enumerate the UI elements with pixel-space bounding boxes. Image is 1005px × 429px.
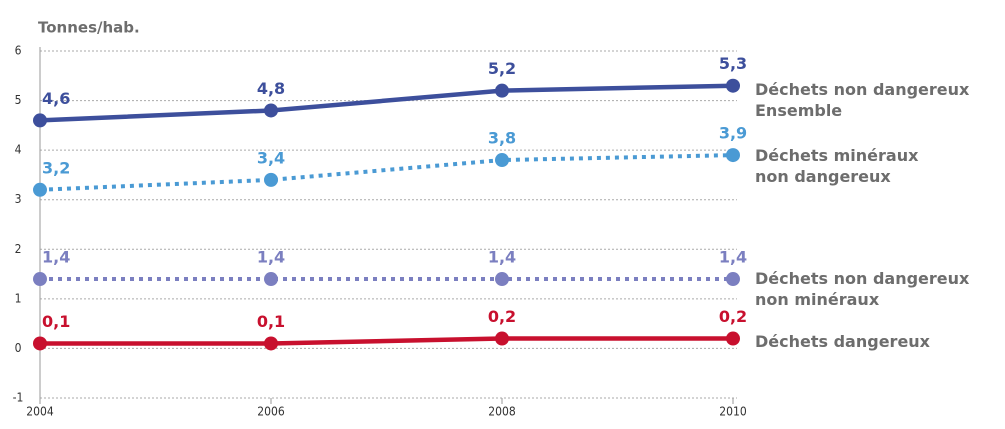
- data-label: 0,2: [719, 307, 747, 326]
- x-tick-label: 2004: [26, 405, 54, 419]
- data-point: [33, 182, 47, 197]
- legend-entry: Déchets dangereux: [755, 332, 930, 351]
- data-label: 1,4: [257, 248, 285, 267]
- data-point: [495, 153, 509, 168]
- x-tick-label: 2010: [719, 405, 747, 419]
- data-label: 5,3: [719, 54, 747, 73]
- y-tick-label: 5: [15, 93, 22, 107]
- y-tick-label: -1: [13, 391, 24, 405]
- data-label: 3,8: [488, 129, 516, 148]
- x-tick-label: 2006: [257, 405, 285, 419]
- data-point: [495, 331, 509, 346]
- series-line: [39, 153, 734, 192]
- data-point: [726, 148, 740, 163]
- data-label: 1,4: [719, 248, 747, 267]
- data-point: [264, 103, 278, 118]
- data-point: [726, 331, 740, 346]
- legend-entry: Déchets non dangereux Ensemble: [755, 80, 970, 120]
- y-axis-label: Tonnes/hab.: [38, 19, 140, 37]
- y-tick-label: 2: [15, 242, 22, 256]
- y-tick-label: 4: [15, 143, 22, 157]
- data-label: 3,9: [719, 124, 747, 143]
- y-tick-label: 0: [15, 341, 22, 355]
- data-label: 3,2: [42, 158, 70, 177]
- y-tick-label: 3: [15, 192, 22, 206]
- data-point: [495, 83, 509, 98]
- legend-entry: Déchets non dangereux non minéraux: [755, 269, 970, 309]
- data-point: [726, 78, 740, 93]
- data-point: [33, 336, 47, 351]
- series-line: [40, 336, 733, 346]
- y-tick-label: 1: [15, 291, 22, 305]
- data-point: [33, 272, 47, 287]
- legend-entry: Déchets minéraux non dangereux: [755, 146, 919, 186]
- data-label: 4,6: [42, 89, 70, 108]
- data-point: [33, 113, 47, 128]
- x-tick-label: 2008: [488, 405, 516, 419]
- data-label: 1,4: [488, 248, 516, 267]
- data-label: 0,2: [488, 307, 516, 326]
- series-line: [39, 83, 734, 123]
- data-point: [495, 272, 509, 287]
- data-label: 0,1: [42, 312, 70, 331]
- data-label: 4,8: [257, 79, 285, 98]
- data-label: 1,4: [42, 248, 70, 267]
- data-point: [726, 272, 740, 287]
- data-label: 3,4: [257, 148, 285, 167]
- data-label: 5,2: [488, 59, 516, 78]
- data-point: [264, 336, 278, 351]
- data-label: 0,1: [257, 312, 285, 331]
- data-point: [264, 172, 278, 187]
- y-tick-label: 6: [15, 44, 22, 58]
- data-point: [264, 272, 278, 287]
